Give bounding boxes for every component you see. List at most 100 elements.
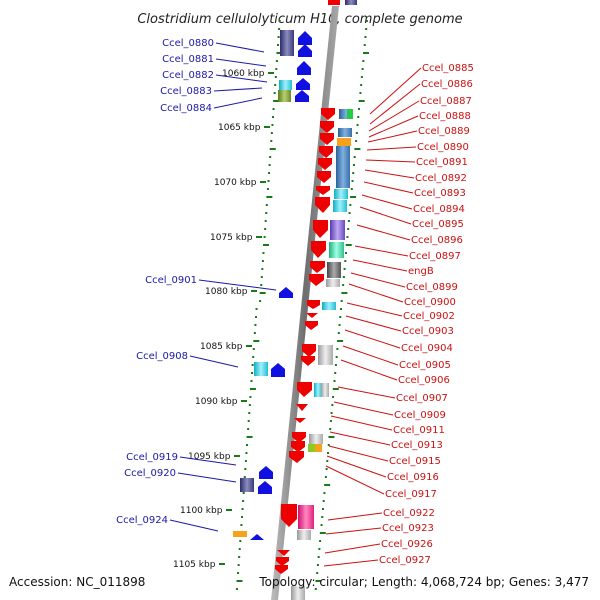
- tick-mark: [345, 252, 348, 254]
- tick-mark: [270, 140, 273, 142]
- tick-mark: [253, 340, 260, 342]
- scale-labels: 1060 kbp 1065 kbp 1070 kbp 1075 kbp 1080 kbp…: [173, 69, 274, 570]
- tick-mark: [242, 500, 245, 502]
- tick-mark: [329, 428, 332, 430]
- tick-mark: [365, 20, 368, 22]
- feature-arrow: [320, 133, 334, 145]
- feature-arrow: [298, 31, 312, 45]
- connector-line: [179, 456, 237, 466]
- feature-ccel-0885: [339, 109, 353, 119]
- tick-mark: [334, 372, 337, 374]
- tick-mark: [245, 452, 248, 454]
- gene-label-reverse: Ccel_0885: [422, 63, 474, 74]
- feature-arrow: [320, 121, 334, 133]
- gene-label-forward: Ccel_0901: [145, 275, 197, 286]
- tick-mark: [238, 548, 241, 550]
- connector-line: [367, 130, 418, 143]
- tick-mark: [351, 180, 354, 182]
- feature-ccel-0891: [336, 146, 350, 188]
- feature-arrow: [296, 404, 308, 411]
- tick-mark: [261, 260, 264, 262]
- connector-line: [198, 279, 277, 291]
- feature-arrow: [275, 565, 288, 574]
- feature-arrow: [318, 158, 332, 170]
- scale-label: 1100 kbp: [180, 506, 223, 516]
- feature-arrow: [277, 550, 290, 556]
- tick-mark: [320, 524, 323, 526]
- feature-ccel-0894: [333, 200, 347, 212]
- tick-mark: [359, 92, 362, 94]
- connector-line: [369, 67, 422, 115]
- connector-line: [350, 272, 406, 288]
- feature-arrow: [306, 313, 318, 318]
- tick-mark: [336, 348, 339, 350]
- tick-mark: [340, 300, 343, 302]
- gene-label-reverse: Ccel_0897: [409, 251, 461, 262]
- feature-ccel-0923: [297, 530, 311, 540]
- feature-bottom: [291, 586, 305, 600]
- feature-green: [347, 109, 353, 119]
- feature-ccel-0880: [280, 30, 294, 56]
- feature-arrow: [317, 171, 331, 183]
- tick-mark: [274, 84, 277, 86]
- tick-mark: [363, 44, 366, 46]
- scale-ticks: [235, 20, 370, 590]
- forward-label-connectors: [169, 42, 277, 532]
- accession-text: Accession: NC_011898: [9, 575, 145, 589]
- tick-mark: [363, 52, 370, 54]
- tick-mark: [264, 220, 267, 222]
- scale-label: 1060 kbp: [222, 69, 265, 79]
- tick-mark: [277, 36, 280, 38]
- connector-line: [337, 386, 396, 399]
- connector-line: [361, 194, 413, 210]
- tick-mark: [268, 172, 271, 174]
- connector-line: [344, 329, 401, 349]
- tick-mark: [355, 140, 358, 142]
- feature-arrow: [321, 108, 335, 120]
- scale-label: 1090 kbp: [195, 397, 238, 407]
- tick-mark: [265, 204, 268, 206]
- feature-arrow: [291, 441, 305, 452]
- gene-label-reverse: engB: [408, 266, 434, 277]
- feature-ccel-0908: [254, 362, 268, 376]
- feature-engb: [327, 262, 341, 278]
- gene-label-reverse: Ccel_0907: [396, 393, 448, 404]
- feature-arrow: [319, 146, 333, 158]
- gene-label-reverse: Ccel_0891: [416, 157, 468, 168]
- tick-mark: [329, 420, 332, 422]
- tick-mark: [339, 308, 342, 310]
- connector-line: [329, 431, 391, 446]
- gene-label-reverse: Ccel_0893: [414, 188, 466, 199]
- tick-mark: [356, 124, 359, 126]
- feature-ccel-0883: [278, 90, 291, 102]
- connector-line: [369, 83, 421, 125]
- forward-gene-labels: Ccel_0880 Ccel_0881 Ccel_0882 Ccel_0883 Ccel…: [116, 38, 214, 526]
- feature-orange: [337, 138, 351, 146]
- gene-label-reverse: Ccel_0911: [393, 425, 445, 436]
- gene-label-reverse: Ccel_0927: [379, 555, 431, 566]
- connector-line: [325, 465, 385, 495]
- tick-mark: [341, 292, 348, 294]
- connector-line: [359, 206, 412, 225]
- feature-ccel-0915b: [315, 444, 322, 452]
- connector-line: [333, 401, 394, 416]
- tick-mark: [319, 532, 326, 534]
- gene-label-forward: Ccel_0884: [160, 103, 212, 114]
- tick-mark: [235, 588, 238, 590]
- feature-ccel-0913: [309, 434, 323, 444]
- feature-arrow: [301, 356, 315, 366]
- gene-label-reverse: Ccel_0896: [411, 235, 463, 246]
- tick-mark: [248, 412, 251, 414]
- gene-label-forward: Ccel_0920: [124, 468, 176, 479]
- tick-mark: [326, 460, 329, 462]
- gene-label-forward: Ccel_0919: [126, 452, 178, 463]
- connector-line: [365, 159, 416, 163]
- gene-label-reverse: Ccel_0900: [404, 297, 456, 308]
- tick-mark: [345, 244, 352, 246]
- gene-label-reverse: Ccel_0904: [401, 343, 453, 354]
- tick-mark: [342, 284, 345, 286]
- tick-mark: [347, 228, 350, 230]
- connector-line: [363, 181, 414, 194]
- tick-mark: [277, 44, 280, 46]
- connector-line: [213, 97, 263, 109]
